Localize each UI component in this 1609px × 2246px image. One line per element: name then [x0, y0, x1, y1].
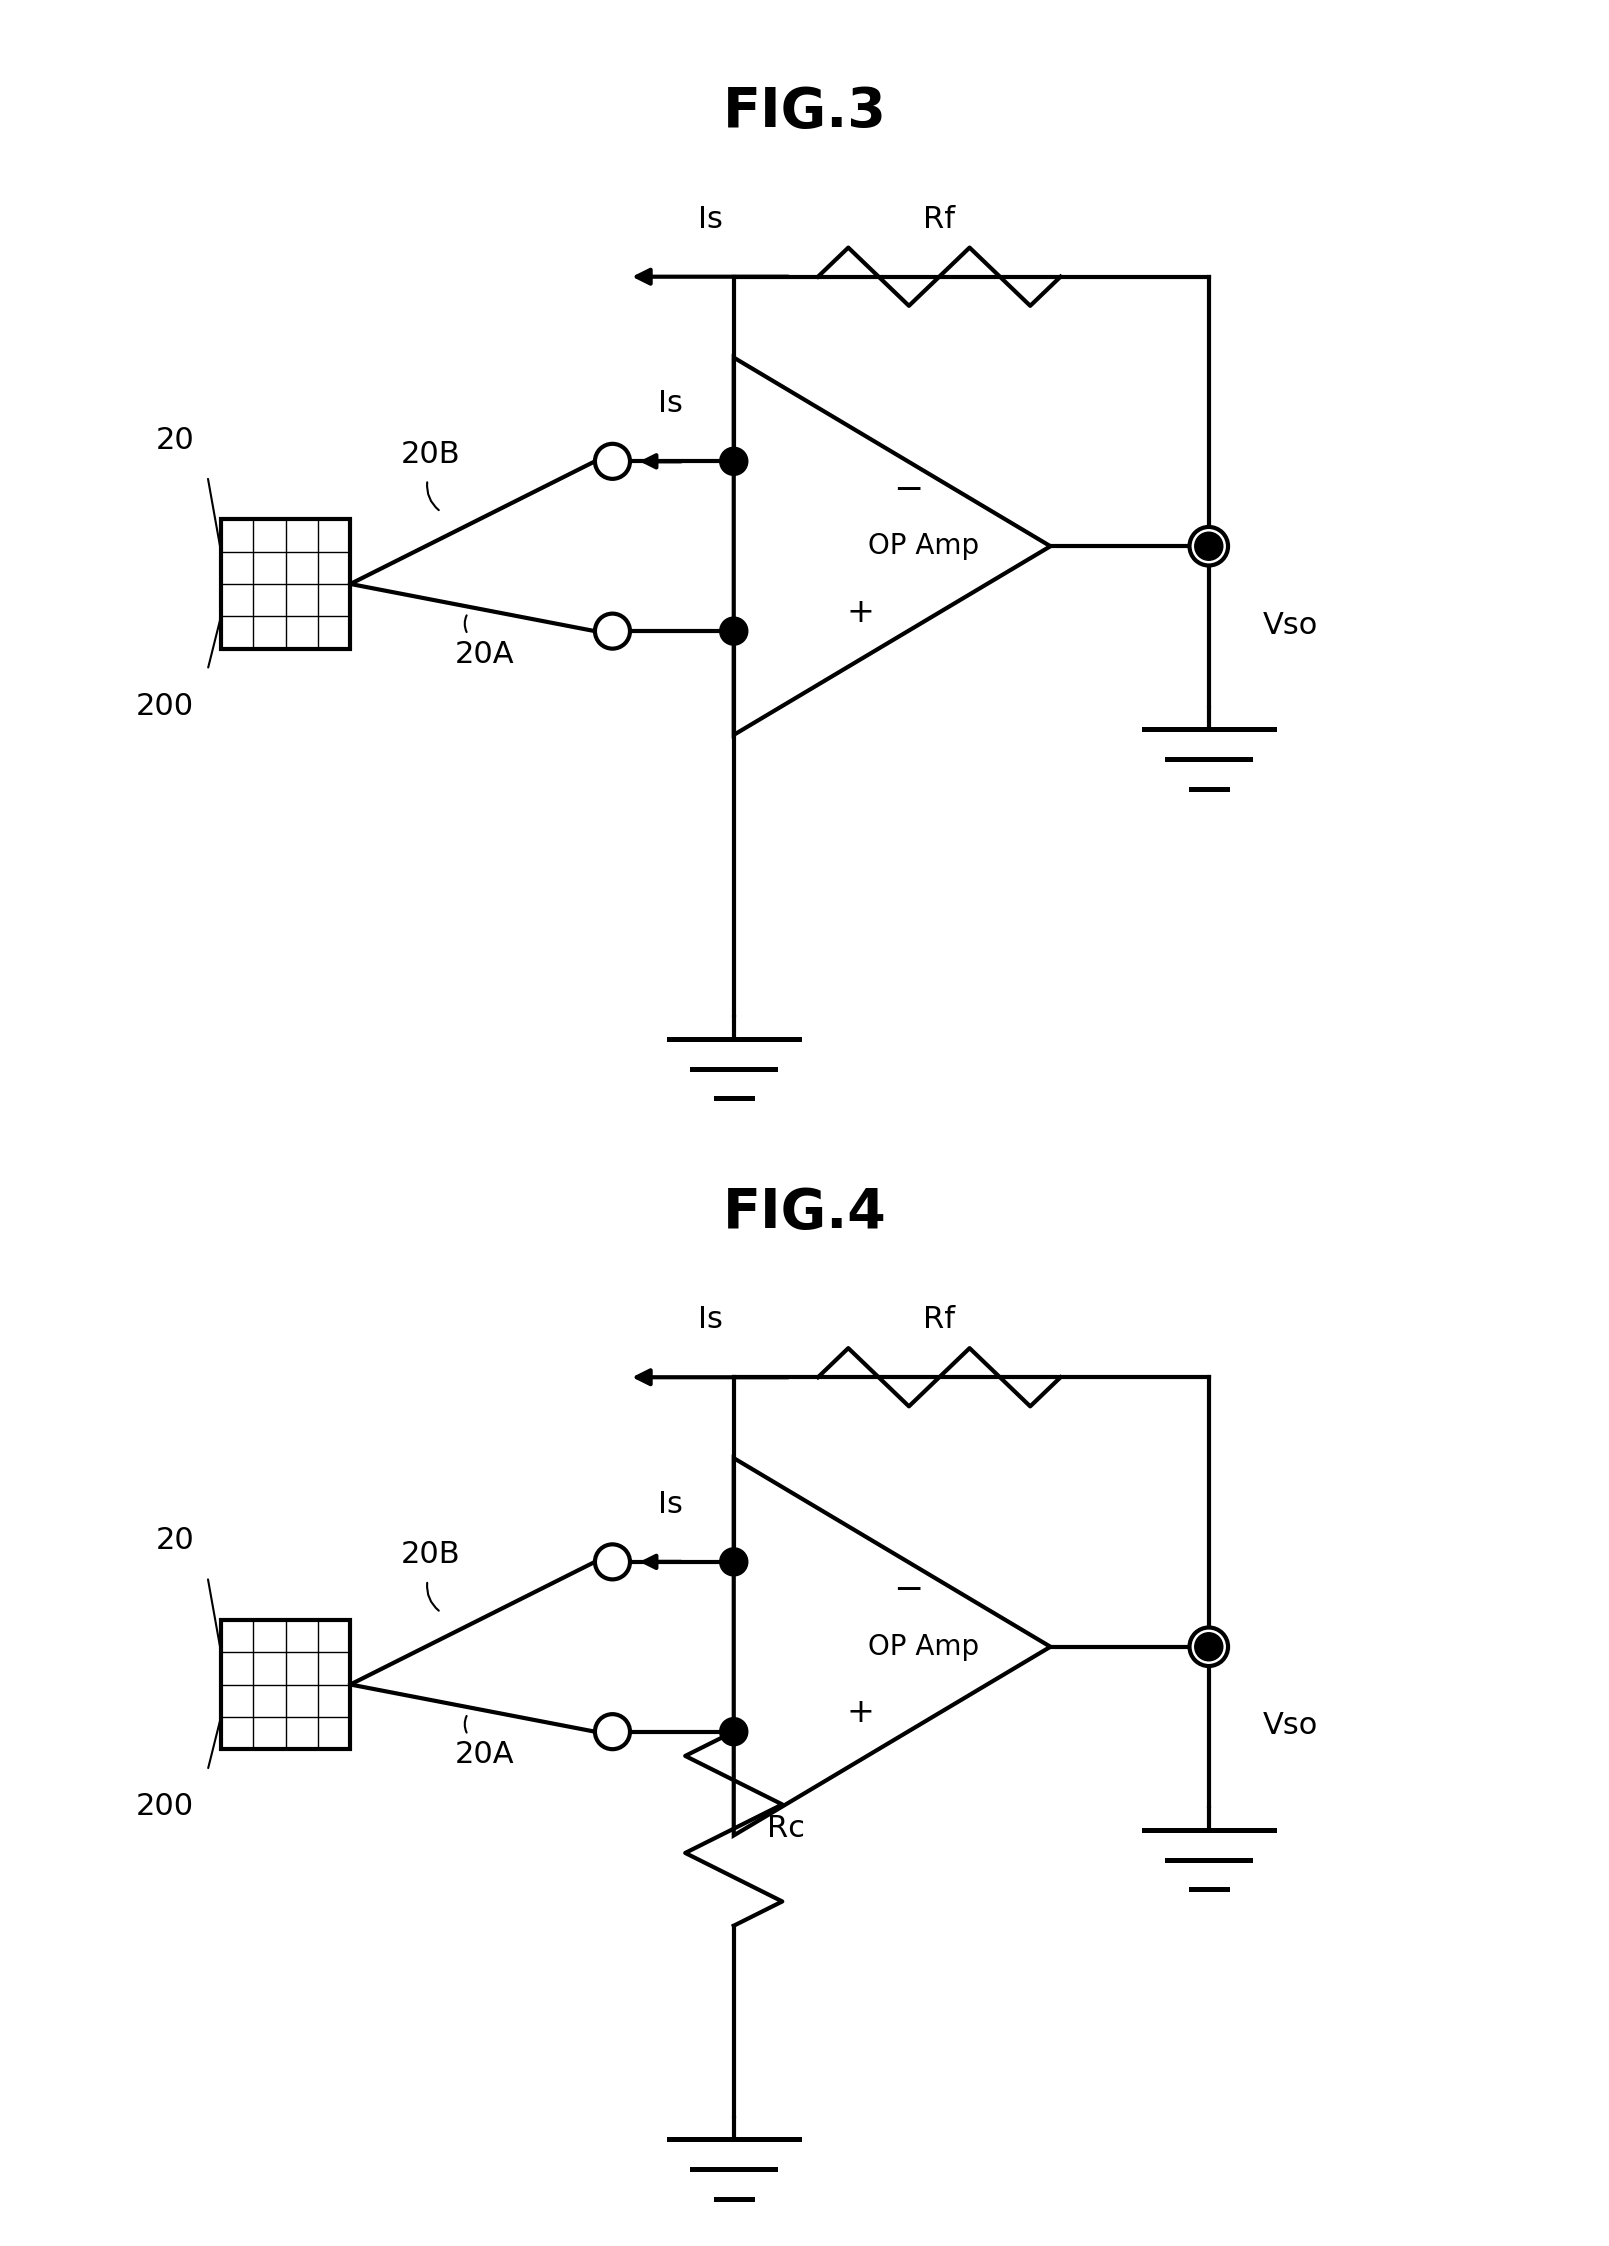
- Text: Is: Is: [698, 1305, 722, 1334]
- Text: −: −: [893, 472, 924, 508]
- Circle shape: [595, 1545, 631, 1579]
- Circle shape: [719, 618, 748, 645]
- Text: Is: Is: [658, 1489, 682, 1518]
- Text: −: −: [893, 1572, 924, 1608]
- Text: 20B: 20B: [401, 1541, 460, 1570]
- Circle shape: [595, 613, 631, 649]
- Text: +: +: [846, 595, 874, 629]
- Text: Rf: Rf: [924, 1305, 956, 1334]
- Text: 200: 200: [135, 1792, 195, 1822]
- Text: FIG.3: FIG.3: [722, 85, 887, 139]
- Bar: [220, 519, 351, 649]
- Circle shape: [595, 1714, 631, 1750]
- Text: Vso: Vso: [1263, 611, 1318, 640]
- Circle shape: [1189, 528, 1228, 566]
- Text: Vso: Vso: [1263, 1711, 1318, 1741]
- Text: Rc: Rc: [767, 1815, 806, 1844]
- Text: 20A: 20A: [454, 1741, 515, 1770]
- Text: 20A: 20A: [454, 640, 515, 669]
- Circle shape: [1189, 1628, 1228, 1667]
- Text: 20: 20: [156, 424, 195, 454]
- Text: 200: 200: [135, 692, 195, 721]
- Circle shape: [719, 447, 748, 476]
- Text: Rf: Rf: [924, 204, 956, 234]
- Text: Is: Is: [698, 204, 722, 234]
- Text: OP Amp: OP Amp: [869, 532, 980, 559]
- Circle shape: [719, 1718, 748, 1745]
- Text: 20: 20: [156, 1525, 195, 1554]
- Text: 20B: 20B: [401, 440, 460, 469]
- Circle shape: [1195, 532, 1223, 559]
- Text: OP Amp: OP Amp: [869, 1633, 980, 1660]
- Bar: [220, 1619, 351, 1750]
- Circle shape: [719, 1547, 748, 1577]
- Circle shape: [1195, 1633, 1223, 1660]
- Text: Is: Is: [658, 389, 682, 418]
- Text: FIG.4: FIG.4: [722, 1186, 887, 1240]
- Circle shape: [595, 445, 631, 478]
- Text: +: +: [846, 1696, 874, 1729]
